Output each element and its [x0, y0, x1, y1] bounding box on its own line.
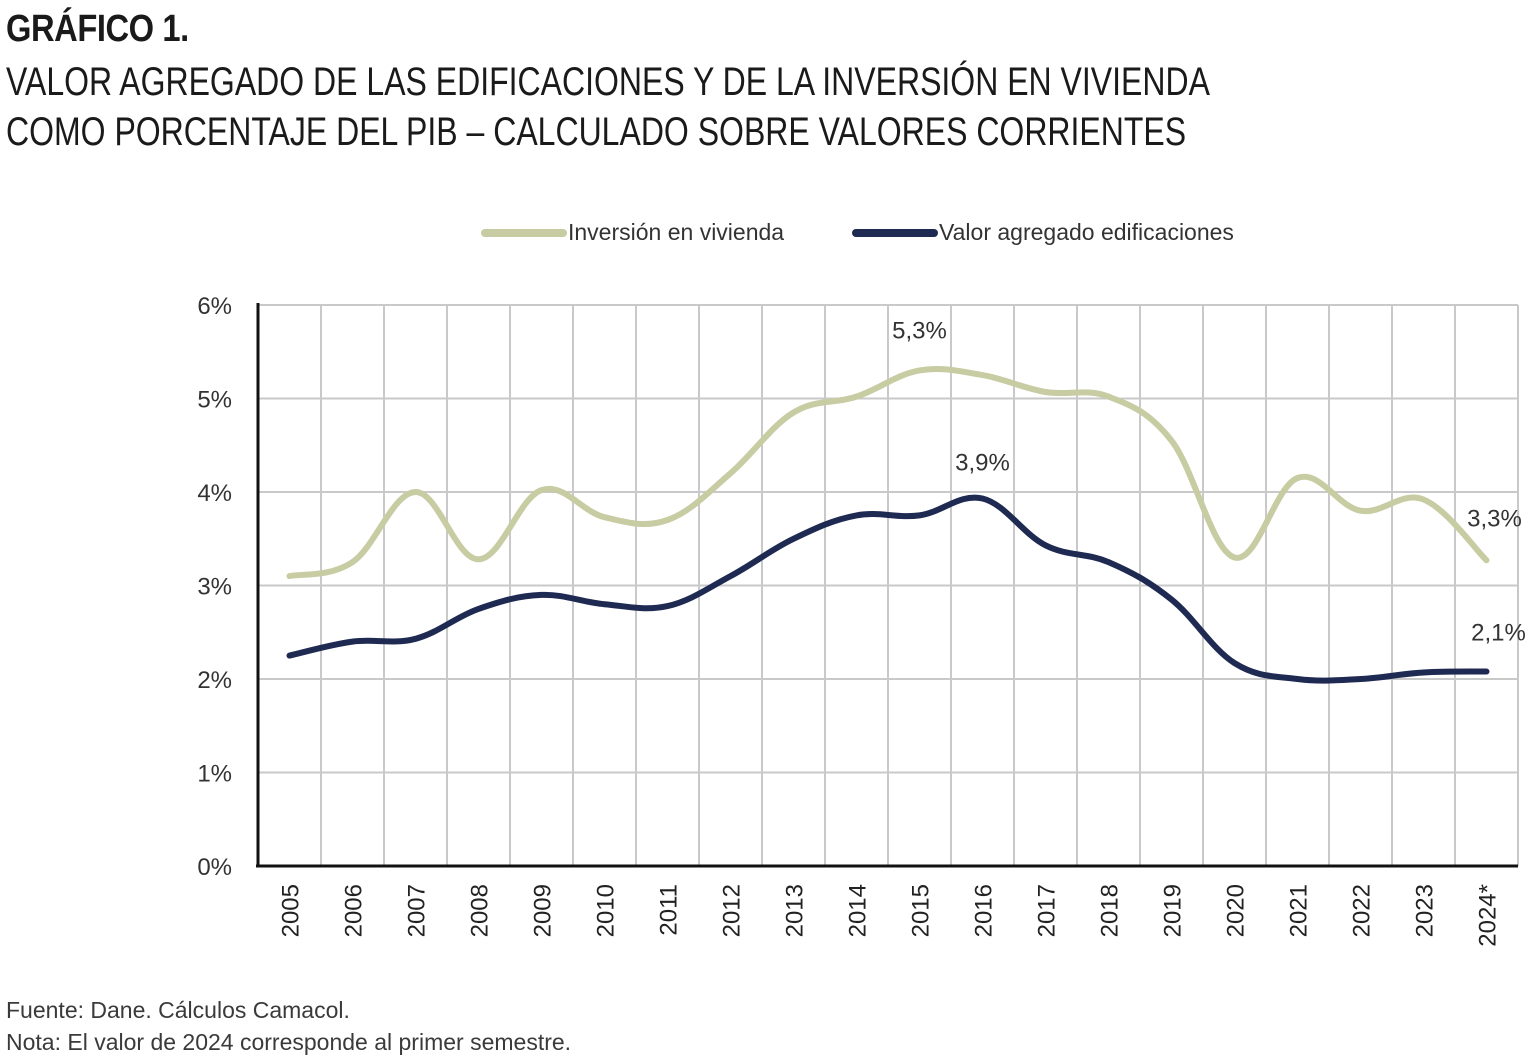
x-tick-label-2007: 2007 [404, 884, 431, 937]
x-tick-label-2013: 2013 [782, 884, 809, 937]
x-tick-label-2018: 2018 [1097, 884, 1124, 937]
x-tick-label-2012: 2012 [719, 884, 746, 937]
y-tick-label-4: 4% [197, 480, 232, 507]
data-label-0: 5,3% [892, 317, 947, 344]
x-tick-label-2006: 2006 [341, 884, 368, 937]
y-tick-label-3: 3% [197, 574, 232, 601]
chart-title-line-1: VALOR AGREGADO DE LAS EDIFICACIONES Y DE… [6, 60, 1210, 104]
x-tick-label-2011: 2011 [656, 884, 683, 936]
inversion-vivienda-line [286, 366, 1490, 580]
chart-series [286, 366, 1490, 684]
data-label-2: 3,3% [1467, 505, 1522, 532]
y-tick-label-2: 2% [197, 667, 232, 694]
chart-data-labels: 5,3% 3,9% 3,3% 2,1% [892, 317, 1526, 646]
footnote: Nota: El valor de 2024 corresponde al pr… [6, 1029, 572, 1055]
x-tick-label-2020: 2020 [1223, 884, 1250, 937]
x-tick-label-2017: 2017 [1034, 884, 1061, 937]
x-tick-label-2023: 2023 [1412, 884, 1439, 937]
x-tick-label-2015: 2015 [908, 884, 935, 937]
data-label-1: 3,9% [955, 450, 1010, 477]
x-tick-label-2014: 2014 [845, 884, 872, 937]
x-tick-label-2008: 2008 [467, 884, 494, 937]
y-tick-label-5: 5% [197, 387, 232, 414]
chart-legend: Inversión en vivienda Valor agregado edi… [481, 219, 1234, 245]
line-chart: Inversión en vivienda Valor agregado edi… [197, 219, 1526, 947]
x-tick-label-2005: 2005 [278, 884, 305, 937]
x-tick-label-2010: 2010 [593, 884, 620, 937]
chart-gridlines [257, 304, 1519, 866]
figure-label: GRÁFICO 1. [6, 8, 189, 50]
chart-title-line-2: COMO PORCENTAJE DEL PIB – CALCULADO SOBR… [6, 110, 1187, 154]
x-tick-label-2016: 2016 [971, 884, 998, 937]
x-tick-label-2009: 2009 [530, 884, 557, 937]
x-tick-label-2024*: 2024* [1475, 884, 1502, 947]
chart-footer: Fuente: Dane. Cálculos Camacol. Nota: El… [6, 994, 571, 1058]
legend-label-edificaciones: Valor agregado edificaciones [939, 219, 1234, 245]
valor-agregado-edificaciones-line [286, 494, 1490, 684]
legend-label-inversion: Inversión en vivienda [568, 219, 784, 245]
x-tick-label-2022: 2022 [1349, 884, 1376, 937]
data-label-3: 2,1% [1471, 620, 1526, 647]
x-tick-label-2021: 2021 [1286, 884, 1313, 937]
chart-header: GRÁFICO 1. VALOR AGREGADO DE LAS EDIFICA… [6, 8, 1511, 157]
chart-axes: 0% 1% 2% 3% 4% 5% 6% 2005 2006 2007 2008 2009 2010 20… [197, 293, 1518, 947]
source-note: Fuente: Dane. Cálculos Camacol. [6, 997, 350, 1023]
y-tick-label-1: 1% [197, 761, 232, 788]
y-tick-label-6: 6% [197, 293, 232, 320]
x-tick-label-2019: 2019 [1160, 884, 1187, 937]
y-tick-label-0: 0% [197, 854, 232, 881]
